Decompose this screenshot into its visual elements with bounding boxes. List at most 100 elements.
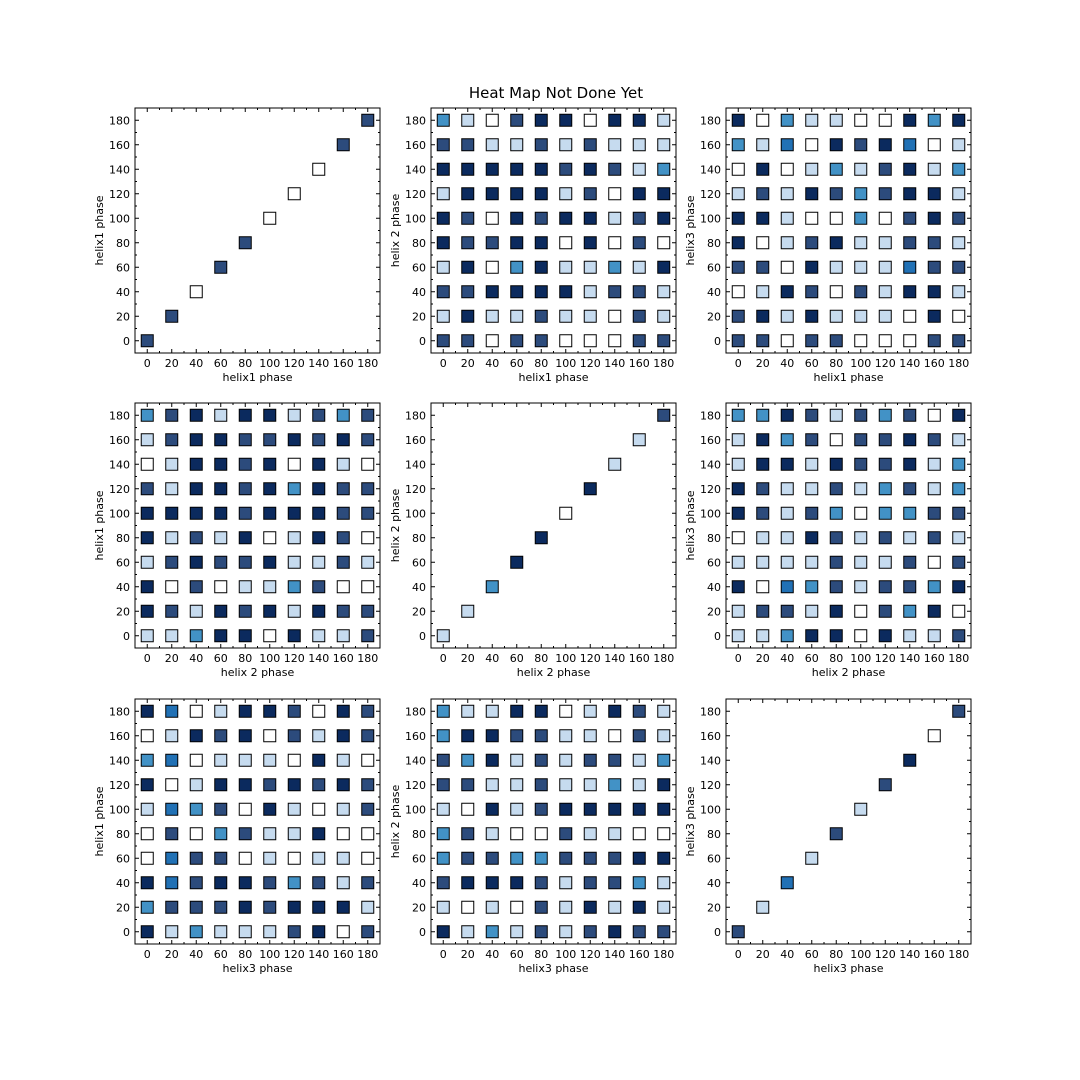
heatmap-cell [510, 729, 524, 743]
heatmap-cell [510, 876, 524, 890]
x-tick-label: 140 [604, 652, 625, 665]
heatmap-cell [780, 433, 794, 447]
x-tick-label: 160 [333, 357, 354, 370]
heatmap-cell [485, 260, 499, 274]
heatmap-cell [534, 162, 548, 176]
heatmap-cell [510, 778, 524, 792]
heatmap-cell [436, 729, 450, 743]
heatmap-cell [608, 851, 622, 865]
heatmap-cell [632, 260, 646, 274]
heatmap-cell [287, 482, 301, 496]
heatmap-cell [632, 704, 646, 718]
heatmap-cell [287, 876, 301, 890]
heatmap-cell [829, 113, 843, 127]
heatmap-cell [731, 408, 745, 422]
heatmap-cell [510, 704, 524, 718]
heatmap-cell [140, 482, 154, 496]
heatmap-cell [657, 285, 671, 299]
heatmap-cell [731, 629, 745, 643]
heatmap-cell [312, 506, 326, 520]
heatmap-cell [878, 482, 892, 496]
x-axis-label: helix1 phase [222, 371, 292, 384]
heatmap-cell [436, 285, 450, 299]
heatmap-cell [238, 704, 252, 718]
x-tick-label: 0 [735, 357, 742, 370]
heatmap-cell [510, 138, 524, 152]
x-tick-label: 120 [580, 652, 601, 665]
heatmap-cell [140, 851, 154, 865]
heatmap-cell [756, 457, 770, 471]
heatmap-cell [632, 876, 646, 890]
heatmap-cell [632, 729, 646, 743]
heatmap-cell [756, 113, 770, 127]
x-tick-label: 40 [189, 357, 203, 370]
heatmap-cell [485, 211, 499, 225]
heatmap-cell [287, 555, 301, 569]
heatmap-cell [436, 704, 450, 718]
y-tick-label: 40 [707, 286, 721, 299]
heatmap-cell [189, 629, 203, 643]
heatmap-cell [780, 580, 794, 594]
x-tick-label: 40 [485, 357, 499, 370]
heatmap-cell [903, 482, 917, 496]
heatmap-cell [238, 802, 252, 816]
y-tick-label: 120 [109, 188, 130, 201]
heatmap-cell [461, 827, 475, 841]
heatmap-cell [657, 876, 671, 890]
heatmap-cell [214, 604, 228, 618]
heatmap-cell [189, 555, 203, 569]
heatmap-cell [214, 260, 228, 274]
heatmap-cell [927, 138, 941, 152]
heatmap-cell [140, 900, 154, 914]
heatmap-cell [927, 113, 941, 127]
heatmap-cell [559, 211, 573, 225]
heatmap-cell [485, 236, 499, 250]
heatmap-cell [927, 236, 941, 250]
y-tick-label: 20 [412, 605, 426, 618]
heatmap-cell [780, 260, 794, 274]
heatmap-cell [165, 433, 179, 447]
y-tick-label: 140 [405, 458, 426, 471]
heatmap-cell [336, 851, 350, 865]
heatmap-cell [214, 580, 228, 594]
heatmap-cell [927, 604, 941, 618]
heatmap-cell [805, 457, 819, 471]
x-tick-label: 120 [284, 357, 305, 370]
heatmap-cell [534, 753, 548, 767]
heatmap-cell [608, 211, 622, 225]
heatmap-cell [485, 753, 499, 767]
heatmap-cell [632, 433, 646, 447]
heatmap-cell [140, 408, 154, 422]
heatmap-cell [805, 531, 819, 545]
y-tick-label: 20 [707, 901, 721, 914]
heatmap-cell [534, 138, 548, 152]
heatmap-cell [657, 211, 671, 225]
y-tick-label: 160 [405, 730, 426, 743]
heatmap-cell [805, 236, 819, 250]
y-tick-label: 140 [109, 754, 130, 767]
heatmap-cell [336, 457, 350, 471]
heatmap-cell [559, 236, 573, 250]
y-tick-label: 20 [116, 310, 130, 323]
heatmap-cell [263, 604, 277, 618]
y-tick-label: 140 [109, 458, 130, 471]
y-tick-label: 40 [412, 581, 426, 594]
heatmap-cell [140, 457, 154, 471]
y-tick-label: 0 [419, 926, 426, 939]
heatmap-cell [952, 211, 966, 225]
heatmap-cell [559, 285, 573, 299]
heatmap-cell [657, 113, 671, 127]
x-tick-label: 180 [653, 357, 674, 370]
heatmap-cell [312, 408, 326, 422]
heatmap-cell [312, 629, 326, 643]
heatmap-cell [952, 704, 966, 718]
x-tick-label: 180 [948, 948, 969, 961]
heatmap-cell [287, 778, 301, 792]
heatmap-cell [927, 285, 941, 299]
heatmap-cell [583, 704, 597, 718]
heatmap-cell [952, 260, 966, 274]
y-axis-label: helix3 phase [684, 195, 697, 265]
y-tick-label: 20 [116, 605, 130, 618]
heatmap-cell [756, 900, 770, 914]
y-tick-label: 160 [700, 730, 721, 743]
